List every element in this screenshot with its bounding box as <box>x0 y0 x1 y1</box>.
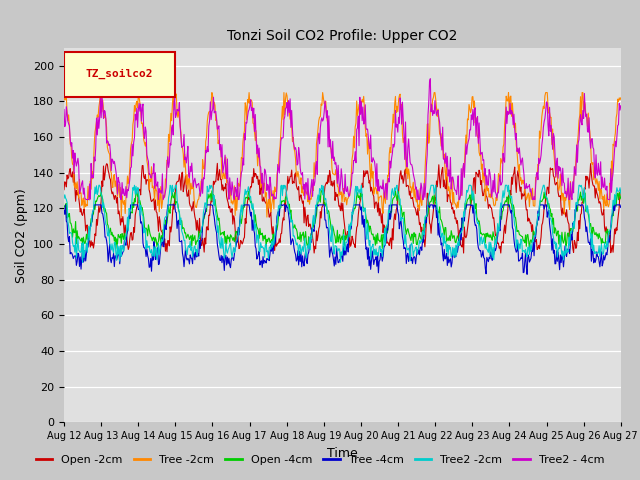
Text: TZ_soilco2: TZ_soilco2 <box>86 69 154 79</box>
Legend: Open -2cm, Tree -2cm, Open -4cm, Tree -4cm, Tree2 -2cm, Tree2 - 4cm: Open -2cm, Tree -2cm, Open -4cm, Tree -4… <box>31 451 609 469</box>
FancyBboxPatch shape <box>64 52 175 96</box>
X-axis label: Time: Time <box>327 447 358 460</box>
Title: Tonzi Soil CO2 Profile: Upper CO2: Tonzi Soil CO2 Profile: Upper CO2 <box>227 29 458 43</box>
Y-axis label: Soil CO2 (ppm): Soil CO2 (ppm) <box>15 188 28 283</box>
